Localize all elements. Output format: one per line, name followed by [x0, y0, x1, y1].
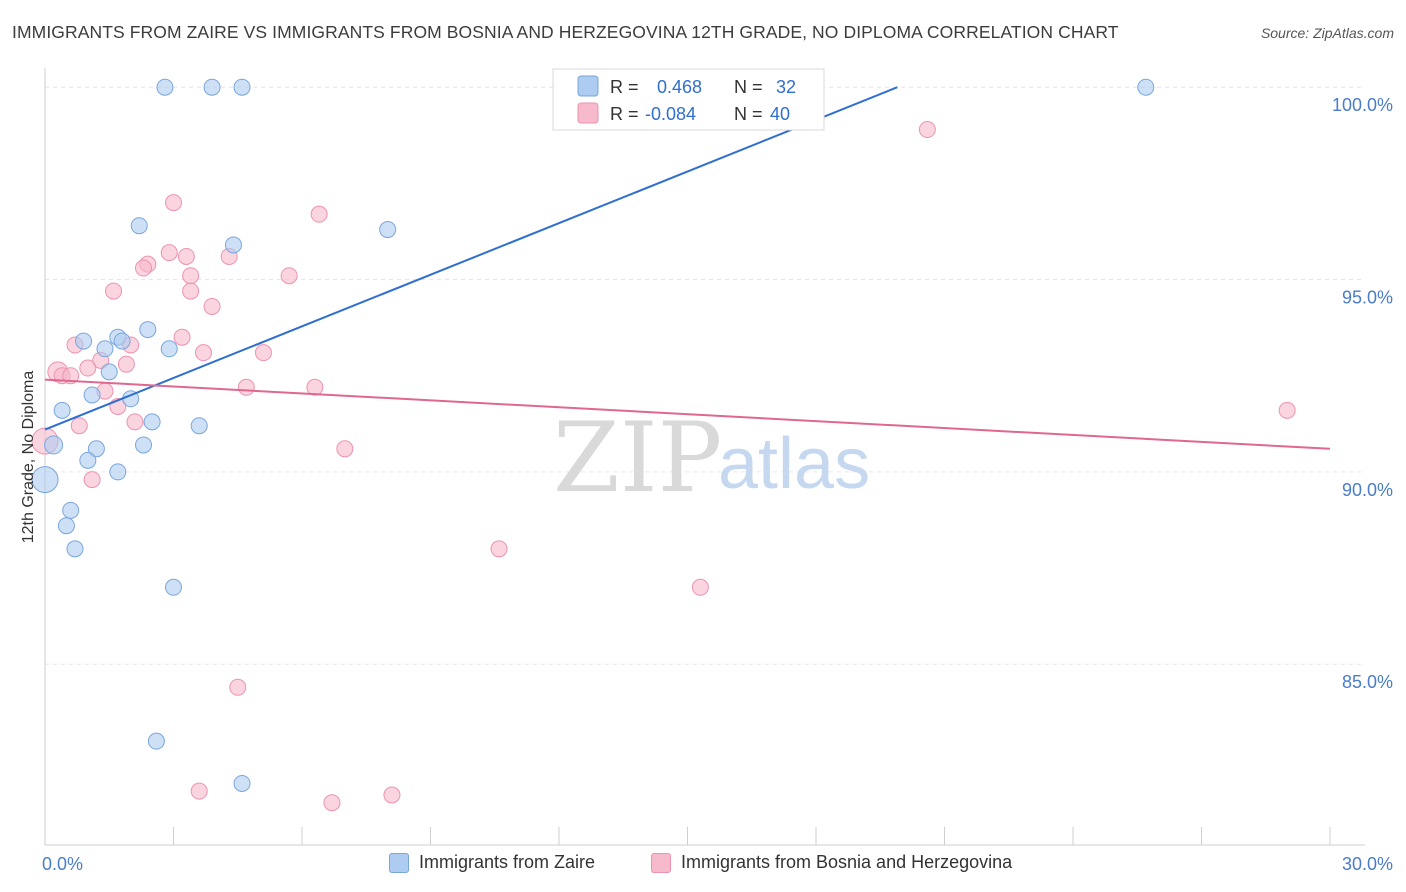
point-zaire-19: [190, 417, 208, 435]
y-axis-label: 12th Grade, No Diploma: [20, 371, 37, 544]
point-zaire-12: [96, 340, 114, 358]
point-bosnia-2: [310, 205, 328, 223]
source-label: Source: ZipAtlas.com: [1260, 25, 1394, 41]
point-zaire-31: [233, 774, 251, 792]
axes: [44, 68, 1365, 846]
point-bosnia-13: [173, 328, 191, 346]
point-bosnia-16: [194, 344, 212, 362]
point-zaire-27: [57, 517, 75, 535]
x-tick-label-min: 0.0%: [42, 854, 83, 874]
legend-zaire-n-value: 32: [776, 77, 796, 97]
point-bosnia-36: [229, 678, 247, 696]
point-zaire-28: [66, 540, 84, 558]
point-zaire-0: [156, 78, 174, 96]
series-legend: Immigrants from Zaire Immigrants from Bo…: [0, 852, 1406, 878]
point-bosnia-28: [1278, 401, 1296, 419]
y-tick-label-2: 95.0%: [1342, 288, 1393, 308]
point-zaire-21: [44, 435, 64, 455]
grid-lines: [45, 86, 1365, 665]
point-bosnia-1: [165, 194, 182, 212]
legend-item-zaire-swatch: [389, 852, 409, 873]
point-zaire-10: [75, 332, 93, 350]
point-zaire-6: [379, 221, 397, 239]
point-bosnia-20: [79, 359, 97, 377]
legend-zaire-n-label: N =: [734, 77, 763, 97]
point-zaire-24: [109, 463, 127, 481]
point-zaire-26: [62, 501, 80, 519]
point-bosnia-25: [306, 378, 324, 396]
legend-item-zaire: Immigrants from Zaire: [389, 852, 595, 873]
point-bosnia-10: [105, 282, 123, 300]
point-zaire-1: [203, 78, 221, 96]
legend-zaire-r-value: 0.468: [657, 77, 702, 97]
point-bosnia-33: [83, 471, 101, 489]
point-bosnia-34: [490, 540, 508, 558]
point-zaire-14: [100, 363, 118, 381]
legend-zaire-r-label: R =: [610, 77, 639, 97]
legend-item-bosnia: Immigrants from Bosnia and Herzegovina: [651, 852, 1012, 873]
legend-bosnia-r-label: R =: [610, 104, 639, 124]
legend-swatch-bosnia: [577, 102, 599, 124]
point-zaire-5: [130, 217, 148, 235]
point-bosnia-3: [160, 244, 178, 262]
point-bosnia-12: [203, 297, 221, 315]
point-bosnia-35: [691, 578, 709, 596]
point-zaire-23: [79, 451, 97, 469]
x-tick-label-max: 30.0%: [1342, 854, 1393, 874]
point-zaire-4: [1137, 78, 1155, 96]
point-bosnia-37: [190, 782, 208, 800]
point-zaire-25: [31, 466, 59, 494]
legend-swatch-zaire: [577, 75, 599, 97]
point-bosnia-24: [237, 378, 255, 396]
legend-bosnia-n-label: N =: [734, 104, 763, 124]
point-zaire-8: [139, 321, 157, 339]
trendline-bosnia: [44, 378, 1331, 450]
y-tick-label-0: 85.0%: [1342, 672, 1393, 692]
chart-title: IMMIGRANTS FROM ZAIRE VS IMMIGRANTS FROM…: [12, 22, 1119, 42]
trendline-zaire: [44, 86, 898, 431]
point-bosnia-39: [323, 794, 341, 812]
legend-bosnia-r-value: -0.084: [645, 104, 696, 124]
legend-bosnia-n-value: 40: [770, 104, 790, 124]
point-bosnia-17: [254, 344, 272, 362]
y-tick-labels: 85.0% 90.0% 95.0% 100.0%: [1332, 95, 1393, 692]
point-zaire-15: [83, 386, 101, 404]
stats-legend: R = 0.468 N = 32 R = -0.084 N = 40: [552, 68, 825, 131]
point-zaire-13: [160, 340, 178, 358]
point-zaire-20: [135, 436, 153, 454]
point-zaire-17: [53, 401, 71, 419]
point-bosnia-23: [62, 367, 80, 385]
point-zaire-29: [165, 578, 182, 596]
trend-lines: [44, 86, 1331, 450]
point-zaire-7: [224, 236, 242, 254]
legend-item-bosnia-swatch: [651, 852, 671, 873]
point-zaire-22: [87, 440, 105, 458]
series-bosnia-points: [31, 121, 1296, 812]
point-bosnia-32: [336, 440, 354, 458]
point-zaire-18: [143, 413, 161, 431]
legend-item-bosnia-label: Immigrants from Bosnia and Herzegovina: [681, 852, 1013, 872]
point-bosnia-30: [70, 417, 88, 435]
x-ticks: [44, 827, 1331, 845]
point-bosnia-9: [280, 267, 298, 285]
watermark-atlas: atlas: [718, 424, 870, 504]
point-bosnia-19: [117, 355, 135, 373]
watermark-zip: ZIP: [553, 402, 722, 514]
y-tick-label-1: 90.0%: [1342, 480, 1393, 500]
watermark: ZIP atlas: [553, 402, 870, 514]
point-zaire-2: [233, 78, 251, 96]
legend-item-zaire-label: Immigrants from Zaire: [419, 852, 596, 872]
point-bosnia-5: [177, 247, 195, 265]
point-zaire-30: [147, 732, 165, 750]
point-bosnia-29: [126, 413, 144, 431]
point-zaire-11: [113, 332, 131, 350]
point-bosnia-11: [182, 282, 200, 300]
y-tick-label-3: 100.0%: [1332, 95, 1393, 115]
point-bosnia-0: [918, 121, 936, 139]
point-bosnia-8: [182, 267, 200, 285]
point-bosnia-7: [135, 259, 153, 277]
point-bosnia-38: [383, 786, 401, 804]
